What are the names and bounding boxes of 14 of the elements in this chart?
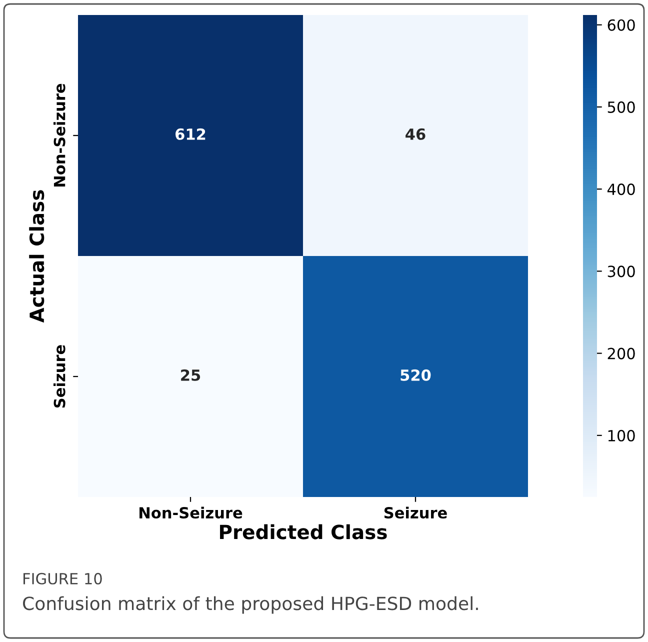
x-axis-title: Predicted Class — [220, 524, 387, 540]
color-bar-label: 400 — [607, 184, 635, 196]
data-label: 25 — [181, 369, 200, 381]
color-bar-label: 100 — [608, 430, 635, 442]
data-label: 520 — [400, 369, 431, 381]
color-bar-label: 300 — [608, 266, 635, 278]
data-label: 612 — [176, 128, 206, 140]
color-bar-label: 500 — [608, 101, 635, 113]
color-bar-label: 600 — [608, 19, 635, 31]
text: Confusion matrix of the proposed HPG-ESD model. — [23, 596, 478, 614]
y-axis-title: Actual Class — [29, 190, 44, 323]
color-bar-label: 200 — [608, 348, 635, 360]
caption: FIGURE 10 — [24, 572, 102, 584]
data-label: 46 — [406, 128, 426, 140]
